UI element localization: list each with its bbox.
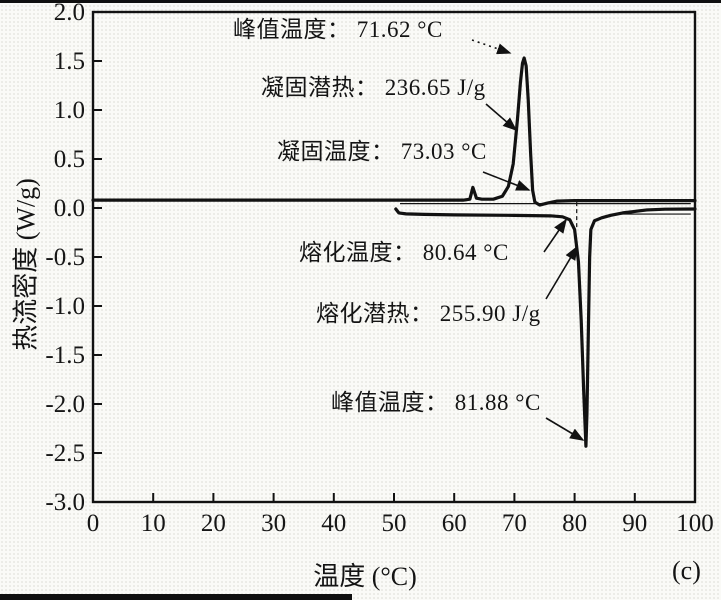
x-tick-label: 80	[562, 510, 588, 537]
top-border-line	[0, 0, 721, 3]
x-tick-label: 70	[501, 510, 527, 537]
panel-label: (c)	[672, 556, 701, 585]
annotation-freeze-peak-temp: 峰值温度： 71.62 °C	[233, 17, 443, 42]
annotation-melt-peak-temp: 峰值温度： 81.88 °C	[331, 390, 541, 415]
annotation-freeze-latent-heat: 凝固潜热： 236.65 J/g	[261, 75, 486, 100]
x-axis-title: 温度 (°C)	[313, 562, 417, 591]
y-tick-label: -1.5	[45, 342, 85, 369]
y-tick-label: -1.0	[45, 293, 85, 320]
annotation-arrow	[471, 39, 512, 55]
x-tick-label: 90	[622, 510, 648, 537]
y-tick-label: 1.5	[53, 48, 85, 75]
y-tick-label: 0.0	[53, 195, 85, 222]
x-tick-label: 60	[441, 510, 467, 537]
y-tick-label: -3.0	[45, 489, 85, 516]
y-tick-label: -2.5	[45, 440, 85, 467]
x-tick-label: 50	[381, 510, 407, 537]
annotation-arrow	[482, 171, 531, 191]
x-tick-label: 0	[86, 510, 100, 537]
x-tick-label: 10	[140, 510, 166, 537]
y-tick-label: 0.5	[53, 146, 85, 173]
y-axis-title: 热流密度 (W/g)	[11, 178, 41, 351]
y-tick-label: 2.0	[53, 0, 85, 26]
annotation-melt-latent-heat: 熔化潜热： 255.90 J/g	[316, 301, 541, 326]
annotation-arrow	[543, 218, 567, 253]
curve-heating-melting-endotherm	[394, 207, 697, 448]
x-tick-label: 100	[676, 510, 714, 537]
x-tick-label: 40	[321, 510, 347, 537]
y-tick-label: -0.5	[45, 244, 85, 271]
annotation-arrow	[545, 417, 585, 441]
annotation-arrow	[545, 245, 578, 300]
annotation-melt-onset-temp: 熔化温度： 80.64 °C	[299, 240, 509, 265]
x-tick-label: 20	[200, 510, 226, 537]
y-tick-label: 1.0	[53, 97, 85, 124]
bottom-border-line	[0, 594, 352, 600]
curve-cooling-solidification-exotherm	[91, 56, 697, 207]
x-tick-label: 30	[261, 510, 287, 537]
annotation-freeze-onset-temp: 凝固温度： 73.03 °C	[277, 139, 487, 164]
y-tick-label: -2.0	[45, 391, 85, 418]
annotation-arrow	[485, 103, 518, 132]
